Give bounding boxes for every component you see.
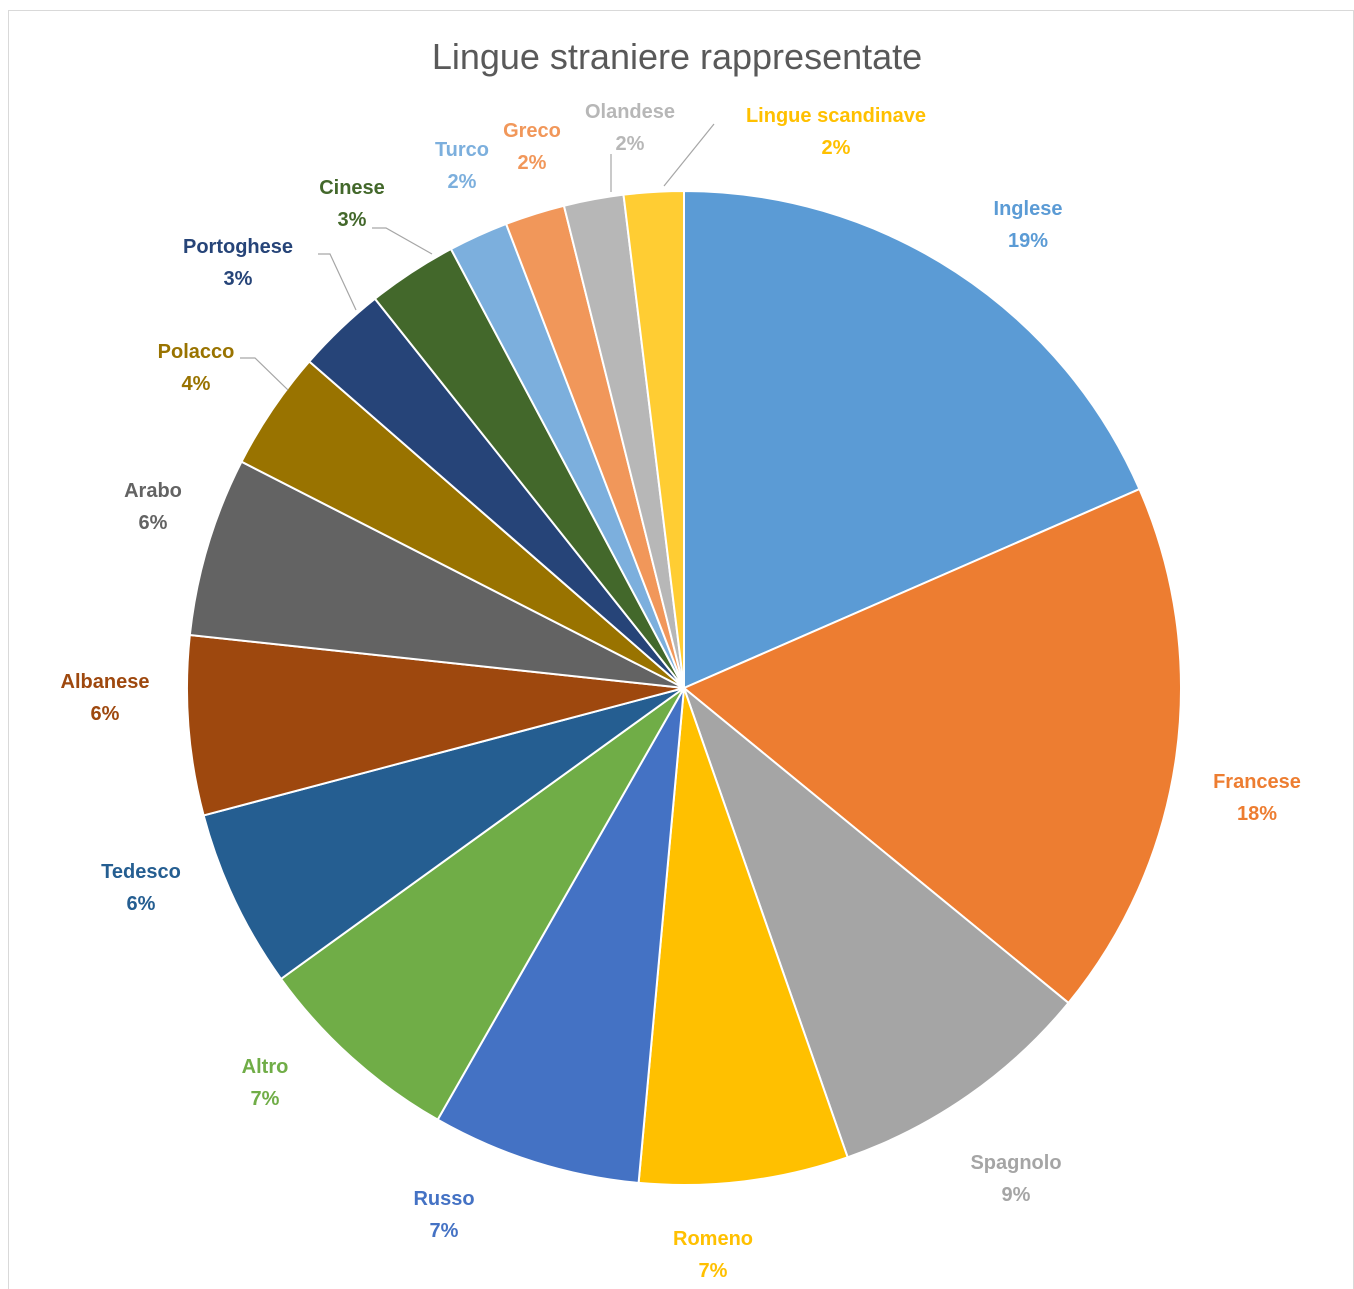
slice-label: Lingue scandinave (746, 105, 926, 127)
slice-percent-label: 2% (616, 133, 645, 155)
pie-slice-lingue-scandinave (622, 189, 685, 689)
slice-percent-label: 7% (699, 1260, 728, 1282)
slice-percent-label: 19% (1008, 230, 1048, 252)
pie-slice-russo (436, 687, 685, 1185)
slice-label: Greco (503, 120, 561, 142)
slice-label: Polacco (158, 341, 235, 363)
slice-percent-label: 4% (182, 373, 211, 395)
pie-slice-arabo (188, 460, 685, 689)
slice-label: Turco (435, 139, 489, 161)
pie-slice-albanese (186, 633, 685, 817)
pie-slice-altro (279, 687, 685, 1122)
slice-percent-label: 2% (448, 171, 477, 193)
slice-label: Inglese (994, 198, 1063, 220)
slice-percent-label: 9% (1002, 1184, 1031, 1206)
leader-line (240, 357, 289, 391)
slice-percent-label: 6% (127, 893, 156, 915)
slice-label: Francese (1213, 771, 1301, 793)
slice-percent-label: 2% (518, 152, 547, 174)
slice-percent-label: 2% (822, 137, 851, 159)
pie-slice-spagnolo (681, 684, 1070, 1159)
pie-slice-romeno (637, 687, 849, 1186)
slice-label: Altro (242, 1056, 289, 1078)
slice-percent-label: 7% (430, 1220, 459, 1242)
slice-percent-label: 3% (224, 268, 253, 290)
slice-label: Cinese (319, 177, 385, 199)
slice-percent-label: 18% (1237, 803, 1277, 825)
slice-label: Arabo (124, 480, 182, 502)
leader-line (663, 123, 715, 187)
leader-line (372, 227, 433, 255)
slice-percent-label: 7% (251, 1088, 280, 1110)
chart-title: Lingue straniere rappresentate (431, 36, 923, 77)
pie-slice-tedesco (202, 687, 685, 981)
pie-slice-inglese (683, 189, 1141, 690)
pie-slice-francese (682, 487, 1182, 1005)
slice-percent-label: 3% (338, 209, 367, 231)
slice-label: Portoghese (183, 236, 293, 258)
slice-percent-label: 6% (91, 703, 120, 725)
slice-label: Olandese (585, 101, 675, 123)
slice-label: Tedesco (101, 861, 181, 883)
slice-label: Romeno (673, 1228, 753, 1250)
slice-label: Spagnolo (970, 1152, 1061, 1174)
leader-line (318, 253, 357, 311)
slice-percent-label: 6% (139, 512, 168, 534)
slice-label: Russo (413, 1188, 474, 1210)
slice-label: Albanese (61, 671, 150, 693)
